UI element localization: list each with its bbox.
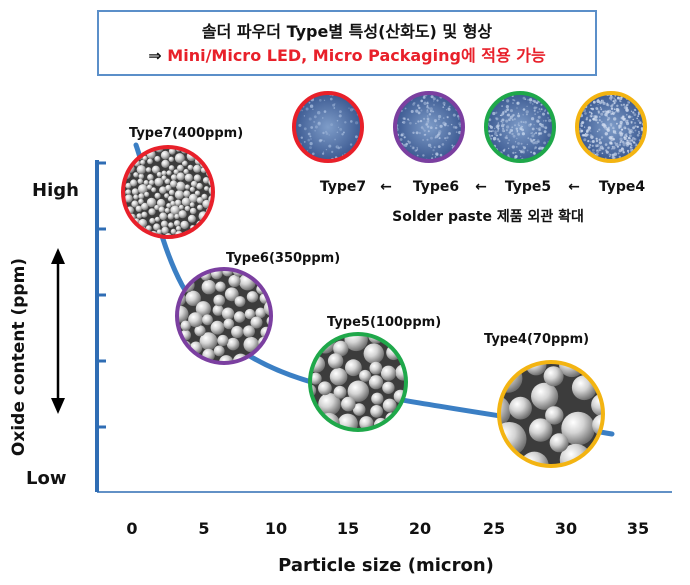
- y-axis-label: Oxide content (ppm): [9, 258, 29, 456]
- paste-type-label: Type4: [599, 179, 646, 195]
- paste-ring: [292, 91, 364, 163]
- particle-ring: [175, 267, 273, 365]
- title-line-1: 솔더 파우더 Type별 특성(산화도) 및 형상: [201, 22, 493, 41]
- left-arrow-icon: ←: [475, 179, 487, 195]
- x-tick-label: 25: [483, 519, 505, 538]
- x-tick-label: 20: [409, 519, 431, 538]
- particle-type7: Type7(400ppm): [121, 126, 243, 239]
- particle-ring: [308, 332, 408, 432]
- paste-sequence: Type7 ← Type6 ← Type5 ← Type4: [320, 179, 646, 195]
- particle-label: Type5(100ppm): [327, 315, 441, 330]
- y-axis: [95, 160, 106, 492]
- paste-type-label: Type6: [413, 179, 459, 195]
- particle-ring: [497, 360, 605, 468]
- y-high-label: High: [32, 180, 79, 201]
- x-tick-labels: 0 5 10 15 20 25 30 35: [126, 519, 649, 538]
- x-tick-label: 30: [555, 519, 577, 538]
- x-tick-label: 35: [627, 519, 649, 538]
- paste-ring: [575, 91, 647, 163]
- particle-label: Type6(350ppm): [226, 251, 340, 266]
- x-tick-label: 15: [337, 519, 359, 538]
- title-box: 솔더 파우더 Type별 특성(산화도) 및 형상 ⇒ Mini/Micro L…: [97, 10, 597, 76]
- left-arrow-icon: ←: [380, 179, 392, 195]
- particle-label: Type4(70ppm): [484, 332, 589, 347]
- x-tick-label: 5: [198, 519, 209, 538]
- paste-sample-type5: [484, 91, 556, 163]
- x-tick-label: 10: [265, 519, 287, 538]
- left-arrow-icon: ←: [568, 179, 580, 195]
- title-highlight: Mini/Micro LED, Micro Packaging에 적용 가능: [167, 46, 546, 65]
- paste-caption: Solder paste 제품 외관 확대: [392, 208, 584, 225]
- paste-sample-type6: [393, 91, 465, 163]
- particle-ring: [121, 145, 215, 239]
- particle-type6: Type6(350ppm): [175, 251, 340, 365]
- paste-sample-type4: [575, 91, 647, 163]
- paste-texture-icon: [578, 93, 645, 161]
- title-line-2: ⇒ Mini/Micro LED, Micro Packaging에 적용 가능: [99, 45, 595, 67]
- paste-type-label: Type5: [505, 179, 551, 195]
- paste-ring: [484, 91, 556, 163]
- title-arrow: ⇒: [148, 46, 168, 65]
- y-low-label: Low: [26, 468, 66, 489]
- x-axis-label: Particle size (micron): [278, 555, 494, 576]
- paste-sample-type7: [292, 91, 364, 163]
- particle-label: Type7(400ppm): [129, 126, 243, 141]
- particle-type4: Type4(70ppm): [484, 332, 605, 468]
- particle-type5: Type5(100ppm): [308, 315, 441, 432]
- paste-ring: [393, 91, 465, 163]
- paste-type-label: Type7: [320, 179, 366, 195]
- x-tick-label: 0: [126, 519, 137, 538]
- double-arrow-icon: [51, 248, 65, 414]
